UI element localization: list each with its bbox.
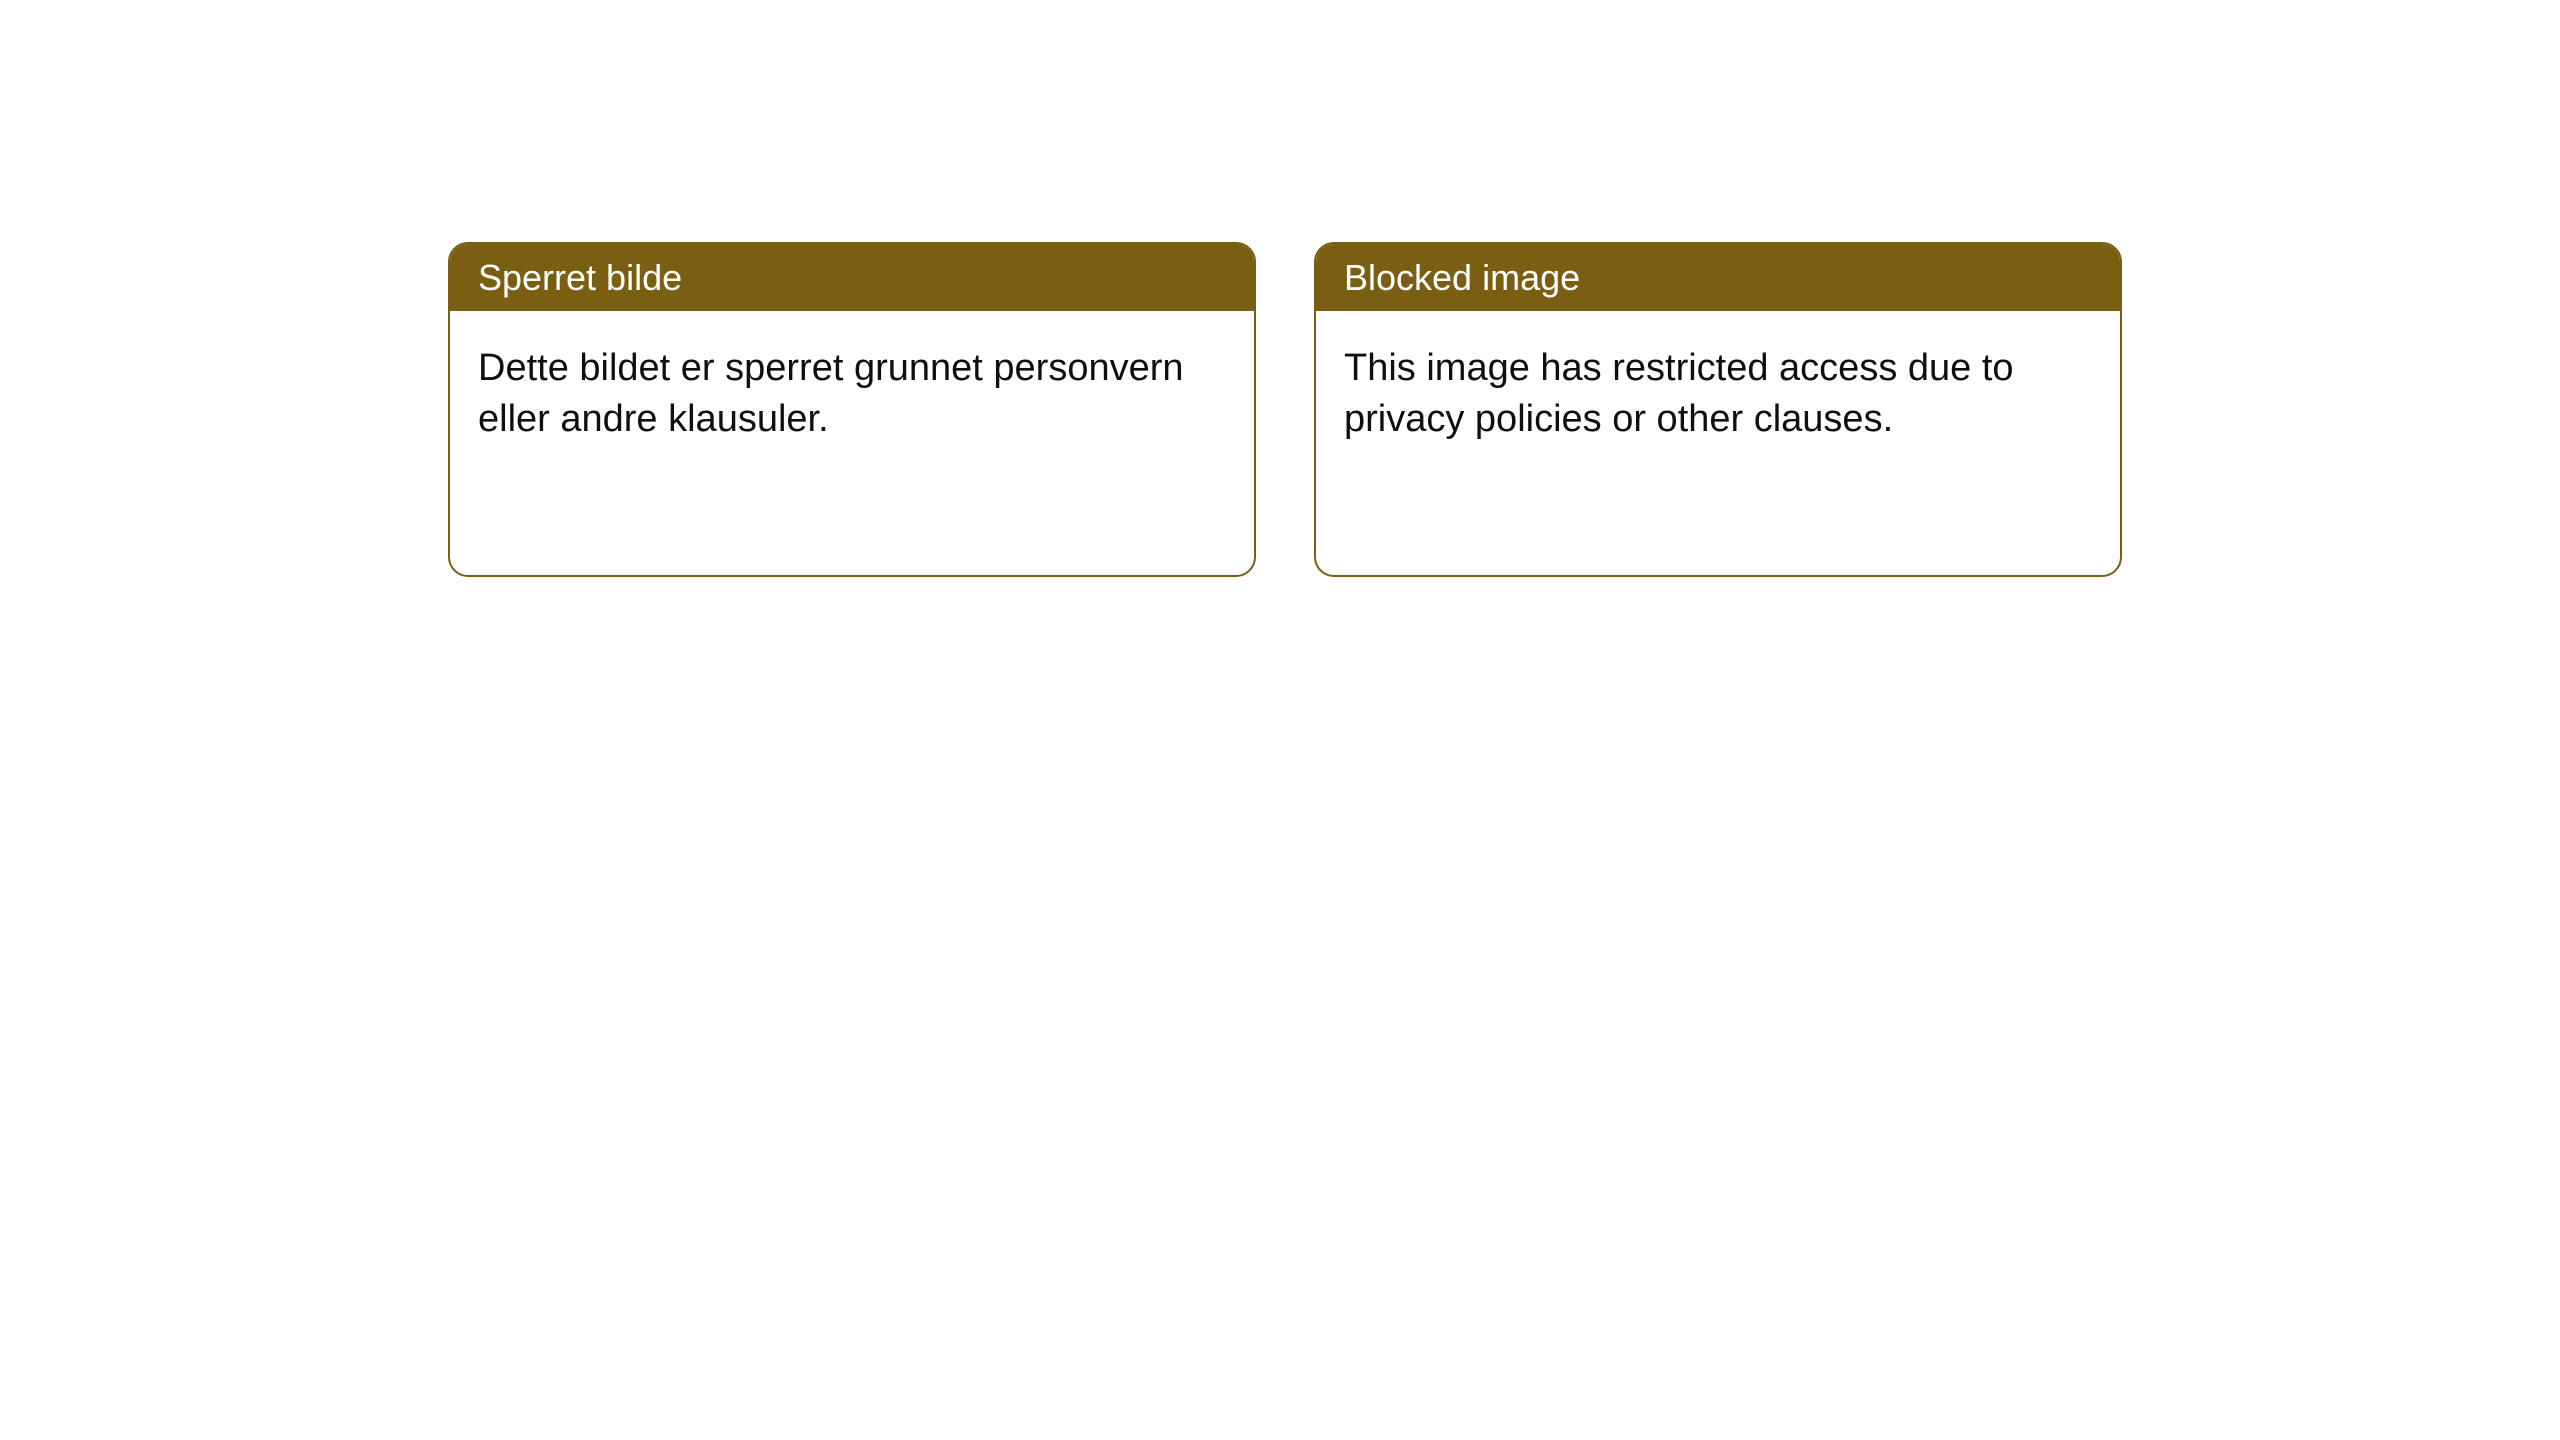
card-body-text: This image has restricted access due to … — [1316, 311, 2120, 478]
card-body-text: Dette bildet er sperret grunnet personve… — [450, 311, 1254, 478]
card-header-title: Blocked image — [1316, 244, 2120, 311]
card-header-title: Sperret bilde — [450, 244, 1254, 311]
notice-card-norwegian: Sperret bilde Dette bildet er sperret gr… — [448, 242, 1256, 577]
notice-cards-container: Sperret bilde Dette bildet er sperret gr… — [448, 242, 2122, 577]
notice-card-english: Blocked image This image has restricted … — [1314, 242, 2122, 577]
